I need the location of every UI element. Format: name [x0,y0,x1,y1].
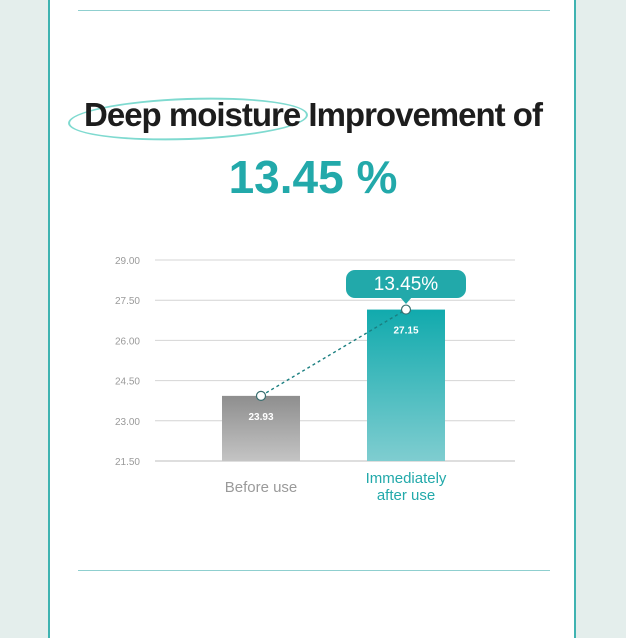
bar-before-use [222,395,300,461]
callout-text: 13.45% [374,274,439,295]
headline-rest: Improvement of [308,96,543,133]
top-divider [78,10,550,11]
y-tick-label: 23.00 [115,417,140,428]
bar-value-label: 23.93 [248,412,273,423]
bottom-divider [78,570,550,571]
improvement-value: 13.45 % [228,151,398,203]
data-point-marker [400,304,412,315]
callout-badge [346,270,466,298]
y-tick-label: 24.50 [115,377,140,388]
category-label: after use [377,487,435,504]
category-label: Immediately [366,470,447,487]
category-label: Before use [225,479,298,496]
data-point-marker [255,390,267,401]
y-tick-label: 26.00 [115,336,140,347]
y-tick-label: 21.50 [115,457,140,468]
trend-dashed-line [260,308,407,397]
bar-value-label: 27.15 [393,326,418,337]
y-tick-label: 27.50 [115,296,140,307]
headline-highlight: Deep moisture [84,96,301,133]
y-tick-label: 29.00 [115,256,140,267]
bar-after-use [367,309,445,461]
callout-pointer [400,297,412,304]
headline: Deep moisture Improvement of [0,96,626,134]
